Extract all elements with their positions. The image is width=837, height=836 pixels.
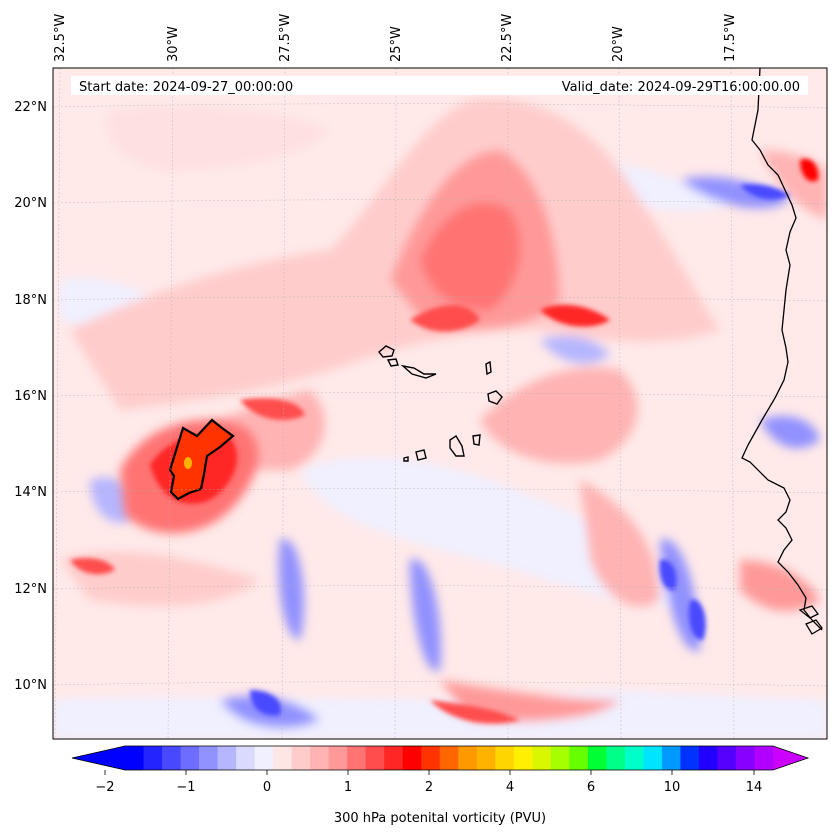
lon-label-22-5w: 22.5°W bbox=[500, 14, 515, 62]
island-maio bbox=[472, 434, 481, 446]
colorbar-cell bbox=[495, 746, 515, 770]
lat-label-20n: 20°N bbox=[14, 196, 47, 211]
cbar-tick-0: 0 bbox=[263, 780, 271, 795]
colorbar-cell bbox=[569, 746, 589, 770]
map-panel[interactable] bbox=[53, 68, 827, 739]
cbar-tick-neg1: −1 bbox=[176, 780, 195, 795]
colorbar-cell bbox=[291, 746, 311, 770]
cbar-tick-1: 1 bbox=[344, 780, 352, 795]
colorbar-cell bbox=[458, 746, 478, 770]
colorbar-cell bbox=[439, 746, 459, 770]
island-boa-vista bbox=[487, 390, 503, 405]
africa-coastline bbox=[741, 68, 823, 631]
lat-label-12n: 12°N bbox=[14, 582, 47, 597]
island-sal bbox=[485, 360, 492, 376]
colorbar-cell bbox=[606, 746, 626, 770]
lat-label-14n: 14°N bbox=[14, 485, 47, 500]
pv-field-fill bbox=[53, 98, 827, 739]
cbar-tick-6: 6 bbox=[587, 780, 595, 795]
valid-date-label: Valid_date: 2024-09-29T16:00:00.00 bbox=[562, 80, 800, 95]
graticule bbox=[53, 68, 827, 739]
latitude-labels: 22°N 20°N 18°N 16°N 14°N 12°N 10°N bbox=[14, 100, 47, 693]
lat-label-22n: 22°N bbox=[14, 100, 47, 115]
colorbar-cell bbox=[513, 746, 533, 770]
colorbar-cell bbox=[587, 746, 607, 770]
island-brava bbox=[403, 456, 409, 462]
colorbar-cell bbox=[643, 746, 663, 770]
island-sao-vicente bbox=[386, 358, 399, 367]
colorbar-cell bbox=[236, 746, 256, 770]
lon-label-25w: 25°W bbox=[389, 26, 404, 62]
colorbar-cell bbox=[254, 746, 274, 770]
colorbar-cell bbox=[754, 746, 774, 770]
colorbar-extend-low bbox=[72, 746, 125, 770]
colorbar-cell bbox=[735, 746, 756, 770]
pv-anomaly bbox=[120, 418, 259, 534]
colorbar-cell bbox=[143, 746, 163, 770]
longitude-labels: 32.5°W 30°W 27.5°W 25°W 22.5°W 20°W 17.5… bbox=[53, 14, 738, 62]
coastlines bbox=[741, 68, 823, 635]
date-header: Start date: 2024-09-27_00:00:00 Valid_da… bbox=[71, 76, 808, 95]
colorbar-cell bbox=[680, 746, 700, 770]
cbar-tick-neg2: −2 bbox=[95, 780, 114, 795]
colorbar-cell bbox=[125, 746, 145, 770]
colorbar-cell bbox=[402, 746, 422, 770]
cbar-tick-14: 14 bbox=[746, 780, 763, 795]
island-santo-antao bbox=[378, 345, 395, 358]
colorbar-cell bbox=[717, 746, 737, 770]
colorbar-extend-high bbox=[773, 746, 808, 770]
start-date-label: Start date: 2024-09-27_00:00:00 bbox=[79, 80, 293, 95]
colorbar-label: 300 hPa potenital vorticity (PVU) bbox=[334, 811, 546, 826]
cbar-tick-10: 10 bbox=[664, 780, 681, 795]
colorbar-cells bbox=[125, 746, 774, 770]
colorbar-cell bbox=[661, 746, 682, 770]
colorbar-cell bbox=[310, 746, 330, 770]
lat-label-18n: 18°N bbox=[14, 293, 47, 308]
lon-label-20w: 20°W bbox=[611, 26, 626, 62]
colorbar-cell bbox=[180, 746, 200, 770]
lon-label-32-5w: 32.5°W bbox=[53, 14, 68, 62]
colorbar-cell bbox=[421, 746, 441, 770]
island-santiago bbox=[449, 435, 465, 457]
colorbar-cell bbox=[217, 746, 237, 770]
colorbar-cell bbox=[698, 746, 719, 770]
lon-label-27-5w: 27.5°W bbox=[278, 14, 293, 62]
cbar-tick-4: 4 bbox=[506, 780, 514, 795]
island-fogo bbox=[415, 449, 427, 461]
cbar-tick-2: 2 bbox=[425, 780, 433, 795]
colorbar-cell bbox=[532, 746, 552, 770]
colorbar-cell bbox=[384, 746, 404, 770]
colorbar-ticks bbox=[104, 770, 755, 775]
map-frame bbox=[52, 67, 828, 740]
colorbar-cell bbox=[199, 746, 219, 770]
colorbar-cell bbox=[347, 746, 367, 770]
colorbar-cell bbox=[273, 746, 293, 770]
colorbar-cell bbox=[162, 746, 182, 770]
lat-label-10n: 10°N bbox=[14, 678, 47, 693]
colorbar-cell bbox=[476, 746, 496, 770]
lon-label-17-5w: 17.5°W bbox=[723, 14, 738, 62]
cape-verde-islands bbox=[378, 345, 503, 462]
island-sao-nicolau bbox=[400, 364, 437, 379]
lat-label-16n: 16°N bbox=[14, 389, 47, 404]
colorbar-cell bbox=[365, 746, 385, 770]
colorbar: −2 −1 0 1 2 4 6 10 14 300 hPa potenital … bbox=[71, 745, 810, 826]
colorbar-cell bbox=[550, 746, 570, 770]
colorbar-tick-labels: −2 −1 0 1 2 4 6 10 14 bbox=[95, 780, 762, 795]
pv-core bbox=[168, 418, 235, 501]
lon-label-30w: 30°W bbox=[166, 26, 181, 62]
colorbar-cell bbox=[624, 746, 644, 770]
colorbar-cell bbox=[328, 746, 348, 770]
